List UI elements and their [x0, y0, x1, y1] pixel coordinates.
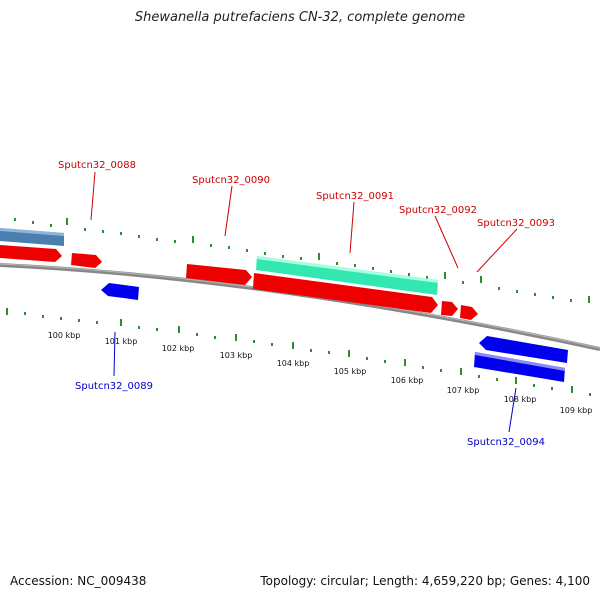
- gene-label[interactable]: Sputcn32_0094: [467, 437, 545, 448]
- gene-label[interactable]: Sputcn32_0093: [477, 218, 555, 229]
- scale-label: 109 kbp: [560, 406, 593, 415]
- scale-label: 107 kbp: [447, 386, 480, 395]
- gene-label[interactable]: Sputcn32_0088: [58, 160, 136, 171]
- scale-label: 108 kbp: [504, 395, 537, 404]
- label-leader-lines: [90, 171, 518, 433]
- scale-label: 100 kbp: [48, 331, 81, 340]
- scale-label: 101 kbp: [105, 337, 138, 346]
- scale-label: 105 kbp: [334, 367, 367, 376]
- reverse-features: [101, 283, 568, 382]
- gene-Sputcn32_0089-arrow[interactable]: [101, 283, 139, 300]
- scale-label: 103 kbp: [220, 351, 253, 360]
- gene-Sputcn32_0088-arrow[interactable]: [71, 253, 102, 268]
- gene-Sputcn32_0090-arrow[interactable]: [186, 264, 252, 285]
- genome-info-text: Topology: circular; Length: 4,659,220 bp…: [260, 574, 590, 588]
- gene-Sputcn32_0092-arrow[interactable]: [441, 301, 458, 316]
- inner-tick-marks: [6, 308, 591, 396]
- gene-Sputcn32_0094-arrow-upper[interactable]: [479, 336, 568, 363]
- gene-label[interactable]: Sputcn32_0092: [399, 205, 477, 216]
- accession-text: Accession: NC_009438: [10, 574, 147, 588]
- scale-label: 104 kbp: [277, 359, 310, 368]
- gene-Sputcn32_0091-highlight[interactable]: [256, 256, 438, 295]
- gene-labels: Sputcn32_0088 Sputcn32_0089 Sputcn32_009…: [58, 160, 555, 448]
- gene-label[interactable]: Sputcn32_0090: [192, 175, 270, 186]
- gene-Sputcn32_0094-arrow-lower[interactable]: [474, 352, 565, 382]
- gene-label[interactable]: Sputcn32_0089: [75, 381, 153, 392]
- gene-Sputcn32_0088-left-arrow[interactable]: [0, 245, 62, 262]
- scale-label: 102 kbp: [162, 344, 195, 353]
- forward-features: [0, 228, 478, 320]
- gene-label[interactable]: Sputcn32_0091: [316, 191, 394, 202]
- gene-Sputcn32_0093-arrow[interactable]: [460, 305, 478, 320]
- scale-label: 106 kbp: [391, 376, 424, 385]
- genome-backbone: [0, 263, 600, 351]
- outer-tick-marks: [14, 218, 590, 303]
- scale-labels: 100 kbp 101 kbp 102 kbp 103 kbp 104 kbp …: [48, 331, 593, 415]
- gene-Sputcn32_0091-arrow[interactable]: [253, 273, 438, 313]
- map-title: Shewanella putrefaciens CN-32, complete …: [134, 10, 466, 25]
